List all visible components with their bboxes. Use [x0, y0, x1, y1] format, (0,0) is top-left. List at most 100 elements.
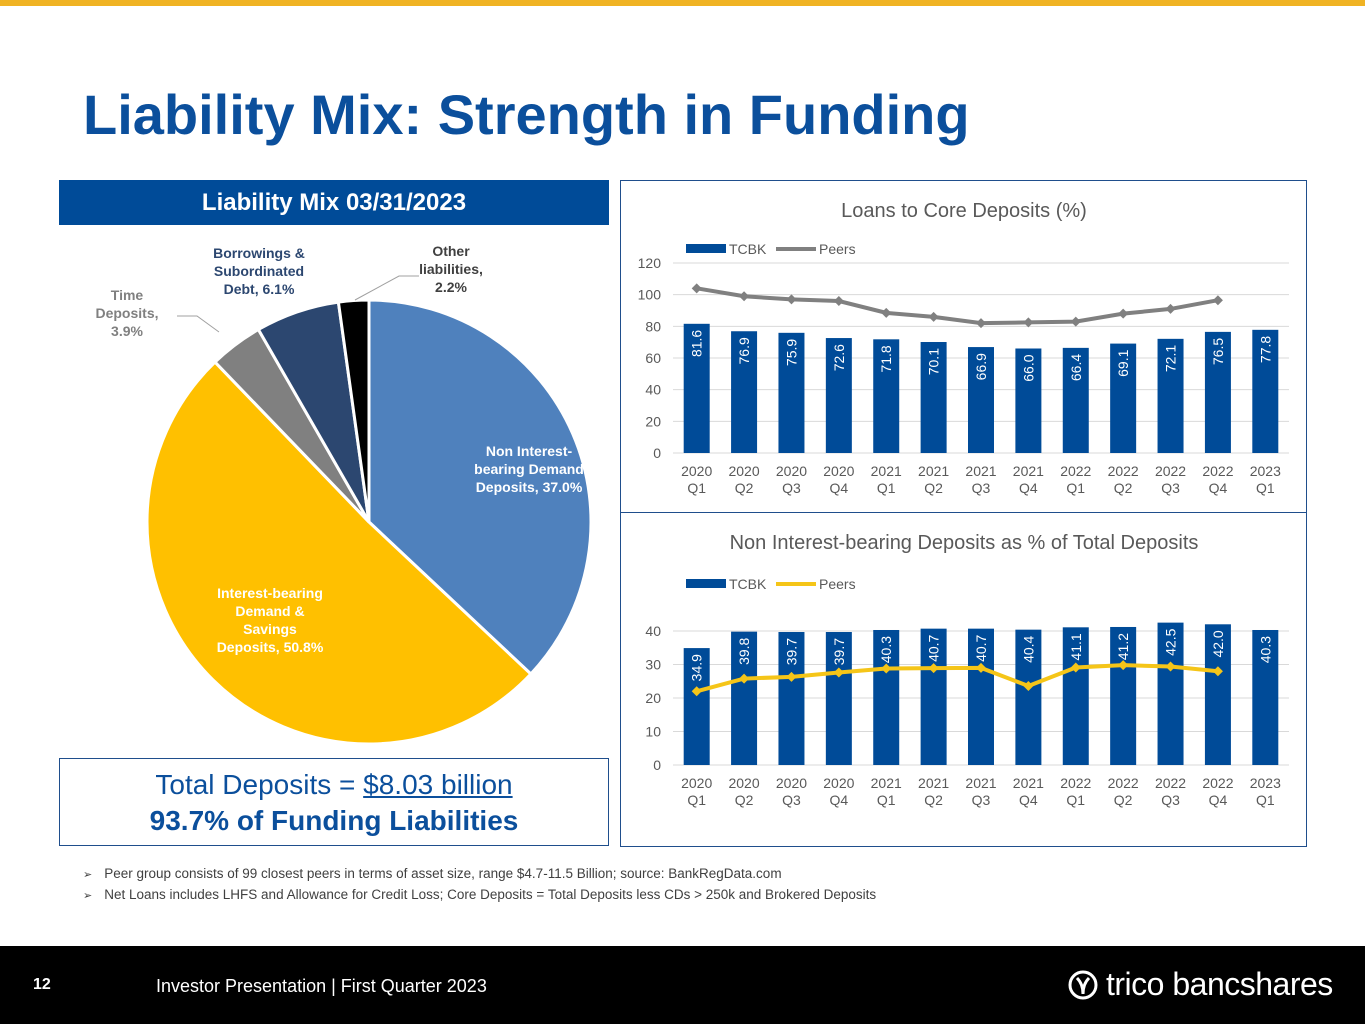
chart-title: Non Interest-bearing Deposits as % of To…: [730, 532, 1199, 554]
bar-data-label: 72.6: [831, 344, 847, 371]
x-tick-label: Q3: [1161, 792, 1180, 808]
legend-swatch-tcbk: [686, 579, 726, 588]
peers-marker: [928, 663, 939, 674]
pie-label-line: Non Interest-: [486, 443, 573, 459]
x-tick-label: 2022: [1108, 463, 1139, 479]
footnotes: Peer group consists of 99 closest peers …: [83, 864, 876, 906]
footer-text: Investor Presentation | First Quarter 20…: [156, 976, 487, 996]
x-tick-label: Q4: [1209, 480, 1228, 496]
leader-line: [177, 315, 220, 333]
peers-marker: [1212, 295, 1223, 306]
pie-label-line: Interest-bearing: [217, 585, 323, 601]
page-title: Liability Mix: Strength in Funding: [83, 83, 970, 146]
bar-tcbk: [683, 323, 710, 453]
x-tick-label: 2021: [871, 463, 902, 479]
peers-marker: [691, 283, 702, 294]
bar-data-label: 39.7: [783, 638, 799, 665]
x-tick-label: 2022: [1108, 775, 1139, 791]
peers-marker: [833, 667, 844, 678]
x-tick-label: 2020: [728, 463, 759, 479]
pie-label-line: Borrowings &: [213, 245, 305, 261]
total-value-link[interactable]: $8.03 billion: [363, 769, 513, 800]
peers-marker: [928, 311, 939, 322]
loans-to-core-deposits-chart: Loans to Core Deposits (%) TCBK Peers 0 20 40…: [638, 200, 1289, 496]
bar-tcbk: [778, 632, 805, 765]
bar-tcbk: [1062, 627, 1089, 765]
y-tick-label: 10: [645, 724, 661, 740]
bar-data-label: 81.6: [689, 330, 705, 357]
peers-line: [696, 663, 1219, 694]
peers-marker: [1118, 308, 1129, 319]
logo-icon: [1068, 970, 1098, 999]
peers-marker: [976, 318, 986, 329]
bar-data-label: 39.7: [831, 638, 847, 665]
x-tick-label: Q2: [735, 480, 754, 496]
bar-data-label: 76.5: [1210, 338, 1226, 365]
x-tick-label: 2022: [1202, 775, 1233, 791]
bar-tcbk: [920, 628, 947, 765]
bar-tcbk: [825, 338, 852, 453]
total-deposits-box: Total Deposits = $8.03 billion 93.7% of …: [59, 758, 609, 846]
pie-label-line: 2.2%: [435, 279, 467, 295]
x-tick-label: 2020: [681, 463, 712, 479]
peers-marker: [881, 307, 892, 318]
peers-marker: [1165, 303, 1176, 314]
bar-data-label: 42.0: [1210, 630, 1226, 657]
bar-data-label: 77.8: [1257, 336, 1273, 363]
bar-tcbk: [1157, 338, 1184, 453]
pie-label: Time Deposits, 3.9%: [95, 287, 158, 339]
y-tick-label: 30: [645, 657, 661, 673]
peers-line: [696, 286, 1219, 326]
pie-label-line: liabilities,: [419, 261, 483, 277]
funding-share: 93.7% of Funding Liabilities: [149, 805, 519, 836]
bar-data-label: 71.8: [878, 345, 894, 372]
total-prefix: Total Deposits =: [155, 769, 364, 800]
y-tick-label: 20: [645, 413, 661, 429]
pie-label-line: Other: [432, 243, 470, 259]
peers-marker: [739, 673, 750, 684]
bar-data-label: 72.1: [1163, 345, 1179, 372]
x-tick-label: Q2: [1114, 792, 1133, 808]
legend-swatch-tcbk: [686, 244, 726, 253]
bar-tcbk: [1015, 629, 1042, 765]
pie-label-line: 3.9%: [111, 323, 143, 339]
peers-marker: [1023, 317, 1034, 328]
bar-tcbk: [920, 342, 947, 453]
x-tick-label: Q4: [1209, 792, 1228, 808]
pie-slice-other-liabilities: [336, 298, 371, 523]
y-tick-label: 20: [645, 690, 661, 706]
x-tick-label: 2021: [965, 775, 996, 791]
bar-data-label: 66.4: [1068, 354, 1084, 381]
peers-marker: [786, 294, 797, 305]
bar-data-label: 39.8: [736, 637, 752, 664]
pie-label-line: Deposits, 50.8%: [217, 639, 324, 655]
x-tick-label: 2021: [965, 463, 996, 479]
peers-marker: [1023, 680, 1034, 691]
bar-data-label: 41.1: [1068, 633, 1084, 660]
bar-data-label: 42.5: [1163, 628, 1179, 655]
pie-slice-interest-bearing-demand-savings-deposits: [145, 359, 533, 746]
bar-tcbk: [1110, 626, 1137, 765]
x-tick-label: Q2: [924, 792, 943, 808]
pie-label-line: Deposits,: [95, 305, 158, 321]
x-tick-label: Q4: [1019, 480, 1038, 496]
company-logo: trico bancshares: [1068, 966, 1333, 1003]
y-tick-label: 80: [645, 318, 661, 334]
pie-label: Non Interest-bearing Demand Deposits, 37.…: [474, 443, 584, 495]
bar-tcbk: [731, 631, 758, 765]
x-tick-label: 2020: [823, 775, 854, 791]
x-tick-label: Q1: [1256, 480, 1275, 496]
pie-label-line: Subordinated: [214, 263, 304, 279]
bar-tcbk: [1015, 348, 1042, 453]
x-tick-label: Q3: [782, 480, 801, 496]
pie-label-line: Savings: [243, 621, 297, 637]
x-tick-label: 2020: [681, 775, 712, 791]
legend-label: Peers: [819, 241, 856, 257]
top-accent-bar: [0, 0, 1365, 6]
x-tick-label: Q1: [687, 480, 706, 496]
bar-tcbk: [1157, 622, 1184, 765]
pie-label-line: Demand &: [235, 603, 304, 619]
pie-slice-non-interest-bearing-demand-deposits: [367, 298, 593, 677]
x-tick-label: Q3: [1161, 480, 1180, 496]
bar-tcbk: [683, 648, 710, 765]
